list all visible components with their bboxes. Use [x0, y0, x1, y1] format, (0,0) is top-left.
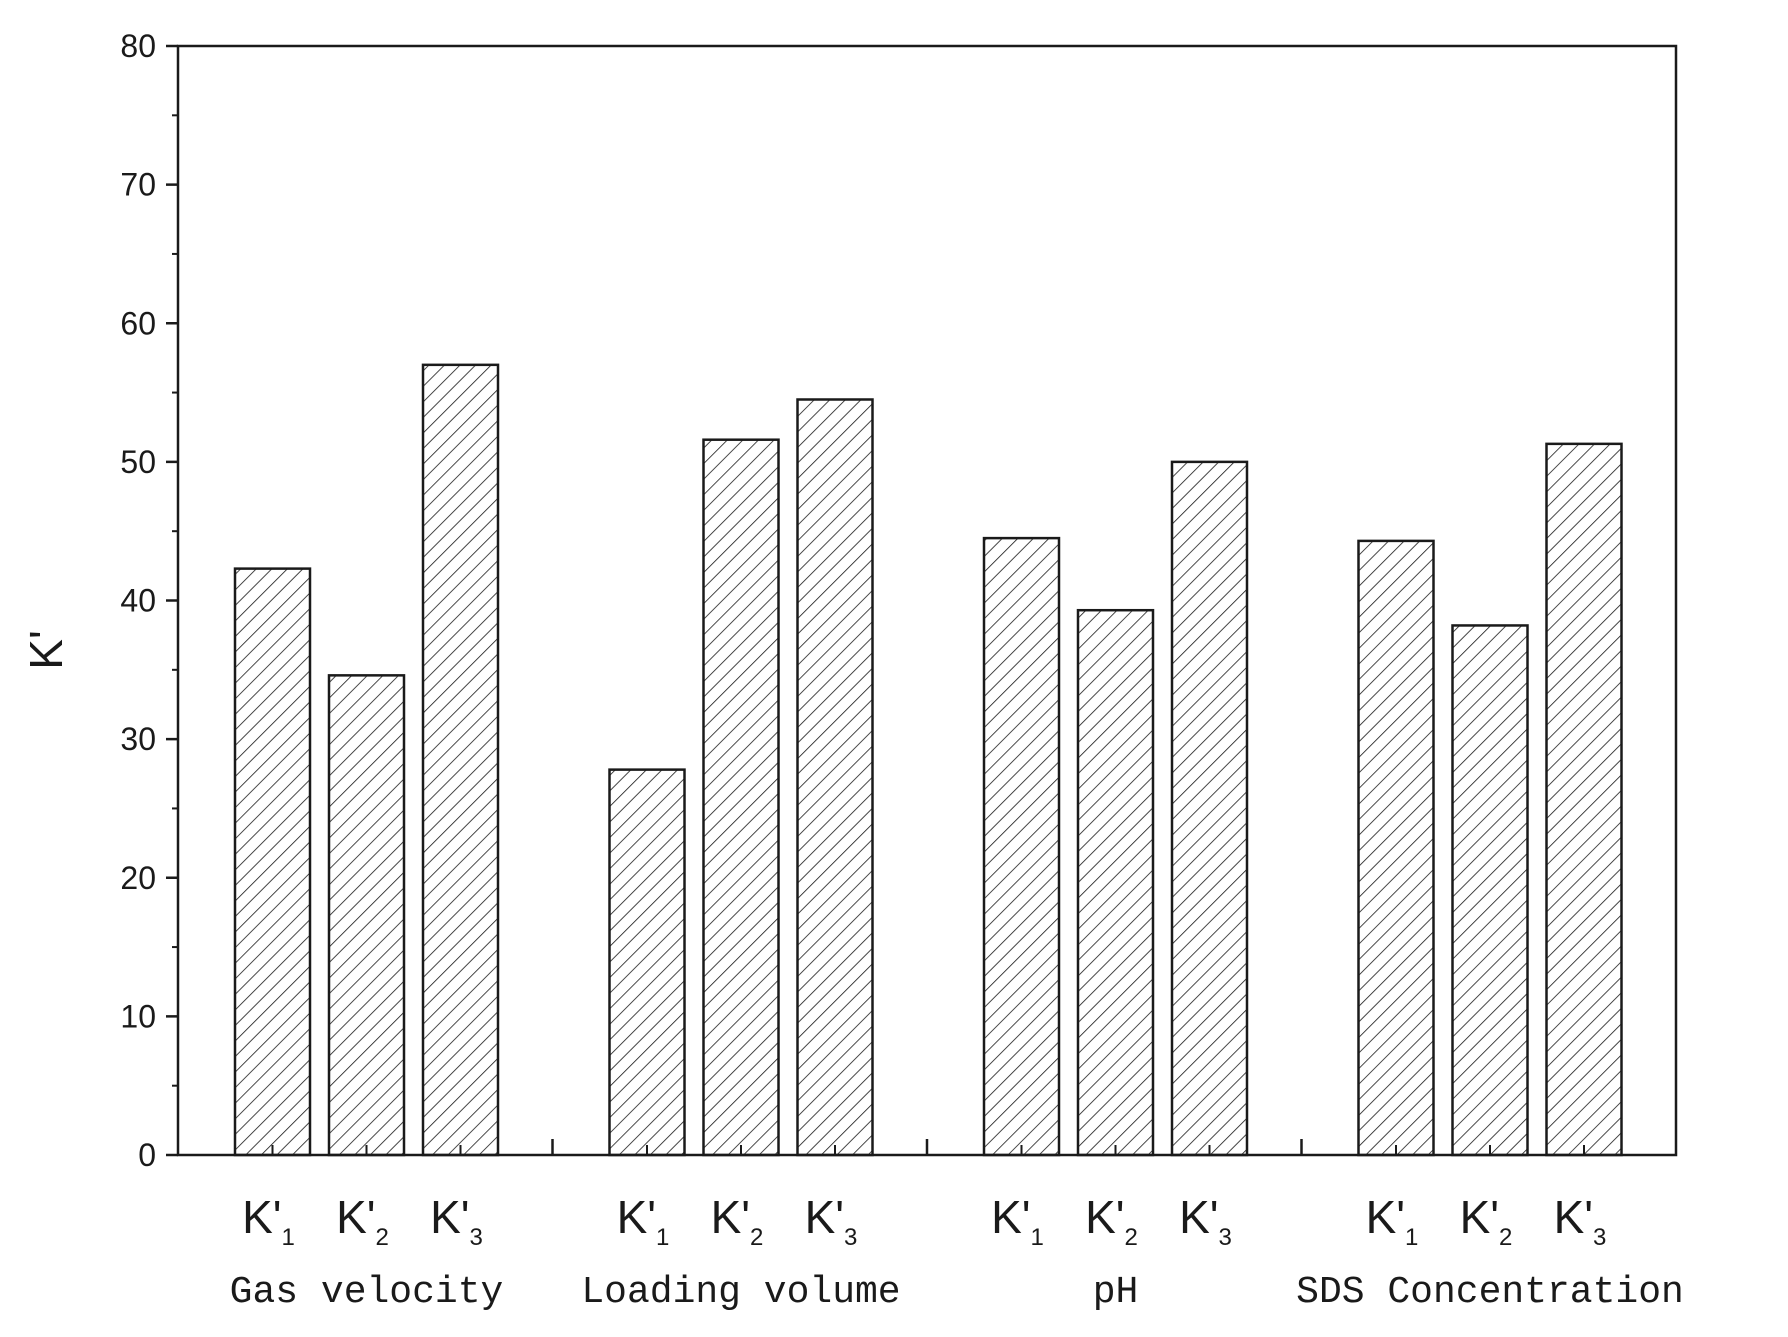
y-axis-title: K' — [20, 630, 72, 669]
bar-label: K'2 — [1085, 1191, 1138, 1251]
bar-fill — [703, 439, 779, 1155]
bar-label: K'2 — [336, 1191, 389, 1251]
x-axis: K'1 K'2 K'3 Gas velocity K'1 K'2 K'3 Loading vo… — [230, 1139, 1684, 1314]
bar-label: K'3 — [1554, 1191, 1607, 1251]
bar-label: K'1 — [242, 1191, 295, 1251]
bar-fill — [1452, 625, 1528, 1155]
y-axis: 0 10 20 30 40 50 60 70 80 — [120, 28, 178, 1173]
y-tick-label: 30 — [120, 721, 156, 757]
y-tick-label: 60 — [120, 305, 156, 341]
bar-label: K'1 — [617, 1191, 670, 1251]
bar-fill — [1078, 610, 1153, 1155]
bar-fill — [1546, 443, 1622, 1155]
bar-fill — [609, 769, 685, 1155]
bar-fill — [984, 538, 1059, 1155]
bar-fill — [1172, 461, 1247, 1155]
bar-fill — [1358, 540, 1434, 1155]
bar-label: K'1 — [991, 1191, 1044, 1251]
group-label: Loading volume — [581, 1271, 900, 1314]
bar-label: K'1 — [1366, 1191, 1419, 1251]
group-label: SDS Concentration — [1296, 1271, 1684, 1314]
y-tick-label: 50 — [120, 444, 156, 480]
group-label: pH — [1093, 1271, 1139, 1314]
group-label: Gas velocity — [230, 1271, 504, 1314]
y-tick-label: 0 — [138, 1137, 156, 1173]
bar-label: K'2 — [1460, 1191, 1513, 1251]
y-tick-label: 20 — [120, 860, 156, 896]
bars — [233, 363, 1623, 1157]
bar-label: K'3 — [805, 1191, 858, 1251]
bar-label: K'3 — [1179, 1191, 1232, 1251]
bar-fill — [423, 364, 498, 1155]
y-tick-label: 70 — [120, 167, 156, 203]
bar-label: K'2 — [711, 1191, 764, 1251]
y-tick-label: 40 — [120, 583, 156, 619]
bar-label: K'3 — [430, 1191, 483, 1251]
y-tick-label: 80 — [120, 28, 156, 64]
y-tick-label: 10 — [120, 998, 156, 1034]
bar-fill — [235, 568, 310, 1155]
bar-fill — [797, 399, 873, 1155]
bar-fill — [329, 675, 404, 1155]
